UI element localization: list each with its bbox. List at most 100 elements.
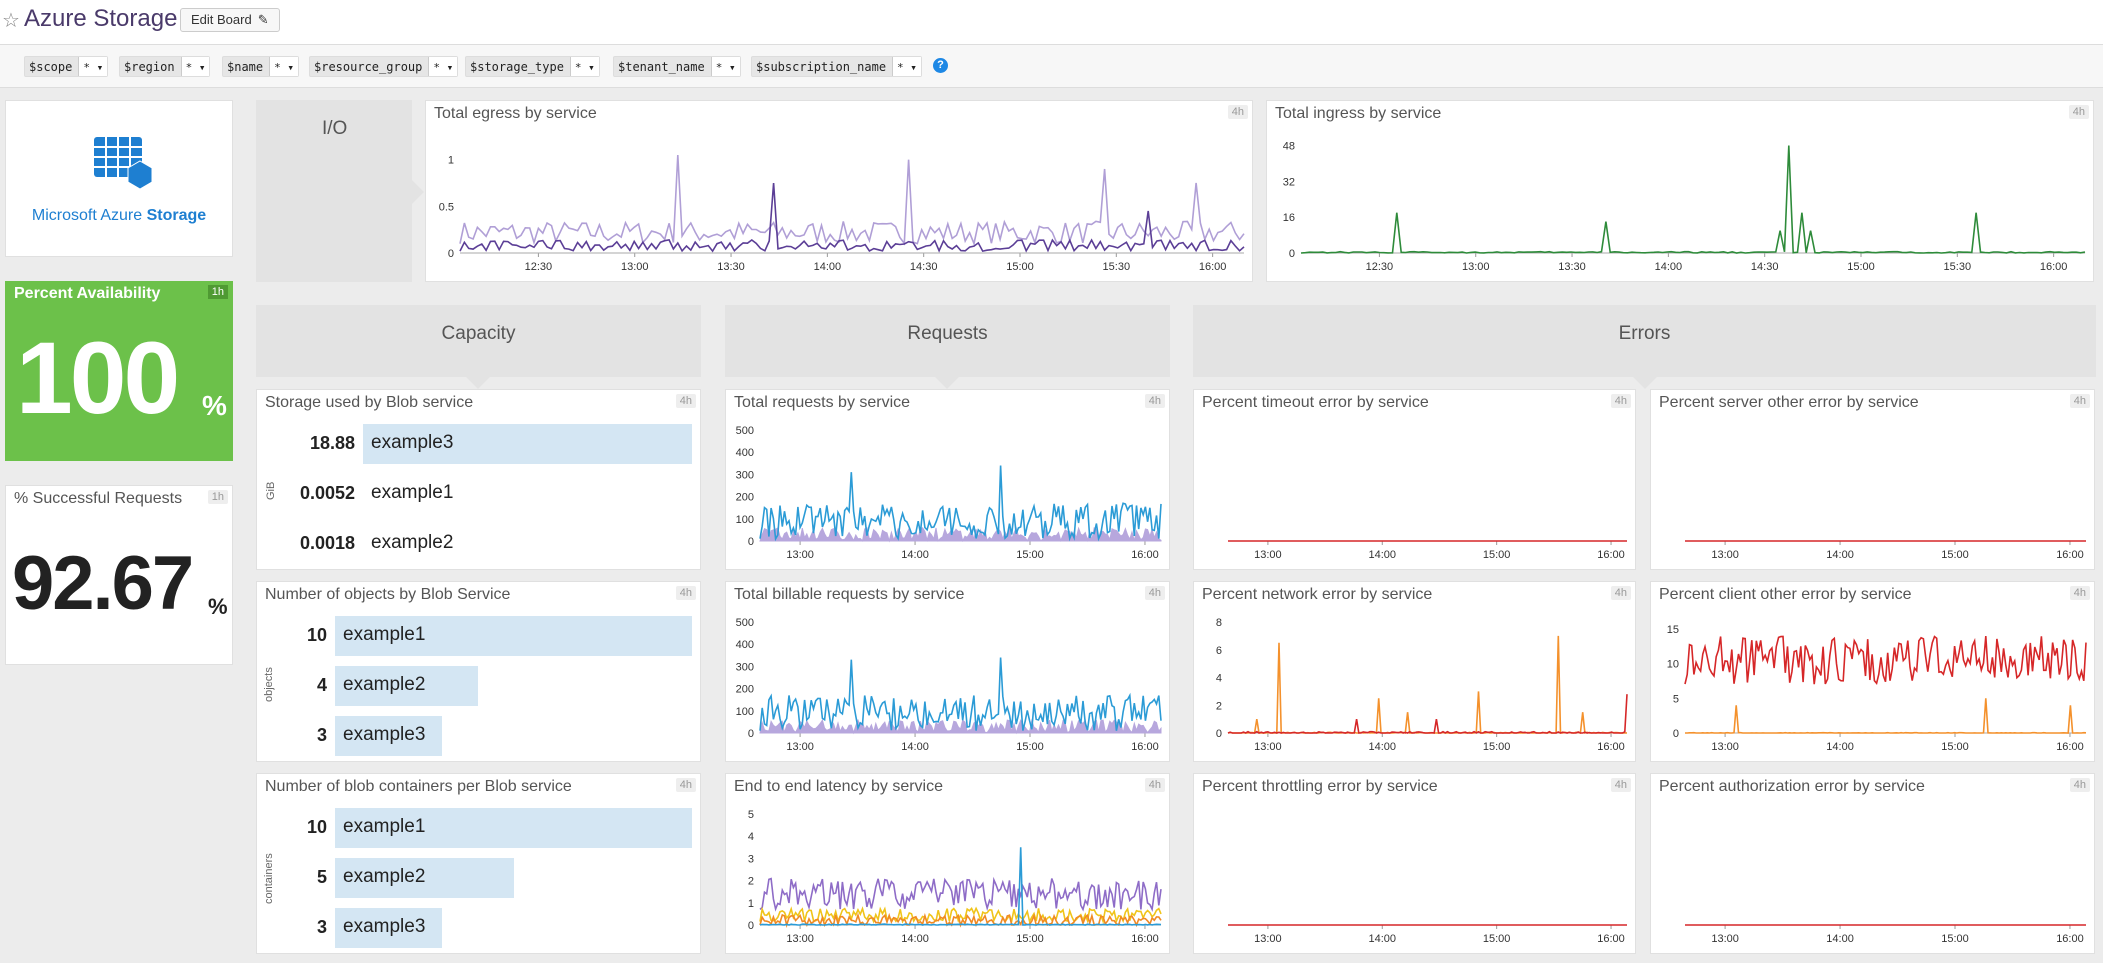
var-scope[interactable]: $scope * ▾ <box>24 56 109 77</box>
x-tick-label: 16:00 <box>1597 741 1625 753</box>
toplist-row[interactable]: 10 example1 <box>257 616 700 656</box>
success-value: 92.67 <box>12 541 194 626</box>
toplist-value: 0.0018 <box>299 533 355 553</box>
billable-requests-chart[interactable]: 0 100 200 300 400 500 13:00 14:00 15:00 16:00 <box>726 608 1169 761</box>
toplist-row[interactable]: 0.0018 example2 <box>257 524 700 564</box>
y-tick-label: 2 <box>1216 700 1222 712</box>
x-tick-label: 15:30 <box>1103 261 1131 273</box>
var-resource-group[interactable]: $resource_group * ▾ <box>309 56 459 77</box>
var-select[interactable]: * ▾ <box>269 57 298 76</box>
x-tick-label: 13:00 <box>1711 933 1739 945</box>
toplist-row[interactable]: 3 example3 <box>257 908 700 948</box>
throttling-error-chart[interactable]: 13:00 14:00 15:00 16:00 <box>1194 800 1635 953</box>
x-tick-label: 13:00 <box>1462 261 1490 273</box>
series-line <box>459 154 1245 247</box>
var-select[interactable]: * ▾ <box>428 57 458 76</box>
availability-unit: % <box>202 390 227 421</box>
var-select[interactable]: * ▾ <box>892 57 921 76</box>
y-tick-label: 48 <box>1283 140 1295 152</box>
toplist-name: example2 <box>371 532 454 553</box>
toplist-name: example2 <box>343 866 426 887</box>
series-line <box>1684 635 2087 686</box>
var-select[interactable]: * ▾ <box>569 57 599 76</box>
y-tick-label: 16 <box>1283 212 1295 224</box>
server-other-error-chart[interactable]: 13:00 14:00 15:00 16:00 <box>1651 416 2094 569</box>
toplist-row[interactable]: 5 example2 <box>257 858 700 898</box>
egress-chart[interactable]: 0 0.5 1 12:30 13:00 13:30 14:00 14:30 15:00 15:30… <box>426 127 1252 281</box>
series-line <box>759 847 1162 926</box>
x-tick-label: 15:00 <box>1483 741 1511 753</box>
widget-title: Total requests by service <box>734 394 911 411</box>
edit-board-button[interactable]: Edit Board ✎ <box>180 8 280 32</box>
time-badge: 4h <box>2069 778 2090 792</box>
timeout-error-chart[interactable]: 13:00 14:00 15:00 16:00 <box>1194 416 1635 569</box>
var-select[interactable]: * ▾ <box>78 57 108 76</box>
y-tick-label: 0 <box>448 248 454 260</box>
network-error-chart[interactable]: 0 2 4 6 8 13:00 14:00 15:00 16:00 <box>1194 608 1635 761</box>
x-tick-label: 16:00 <box>2056 549 2084 561</box>
series-line <box>759 876 1162 913</box>
y-tick-label: 4 <box>748 831 754 843</box>
widget-title: Percent throttling error by service <box>1202 778 1438 795</box>
total-requests-widget: Total requests by service 4h 0 100 200 300 4… <box>725 389 1170 570</box>
var-select[interactable]: * ▾ <box>710 57 740 76</box>
x-tick-label: 14:00 <box>1655 261 1683 273</box>
client-other-error-widget: Percent client other error by service 4h… <box>1650 581 2095 762</box>
x-tick-label: 13:00 <box>1254 741 1282 753</box>
total-requests-chart[interactable]: 0 100 200 300 400 500 13:00 14:00 15:00 16:00 <box>726 416 1169 569</box>
help-icon[interactable]: ? <box>933 58 948 73</box>
var-value: * <box>574 61 582 74</box>
series-line <box>459 182 1245 253</box>
toplist-row[interactable]: 3 example3 <box>257 716 700 756</box>
y-tick-label: 400 <box>736 639 754 651</box>
authorization-error-chart[interactable]: 13:00 14:00 15:00 16:00 <box>1651 800 2094 953</box>
time-badge: 4h <box>1610 394 1631 408</box>
toplist-value: 18.88 <box>309 433 355 453</box>
toplist-row[interactable]: 0.0052 example1 <box>257 474 700 514</box>
x-tick-label: 13:00 <box>1254 933 1282 945</box>
network-error-widget: Percent network error by service 4h 0 2 4 6… <box>1193 581 1636 762</box>
toplist-bar <box>335 716 442 756</box>
requests-group-header: Requests <box>725 305 1170 389</box>
success-unit: % <box>208 594 228 619</box>
y-tick-label: 200 <box>736 492 754 504</box>
x-tick-label: 16:00 <box>1199 261 1227 273</box>
var-label: $subscription_name <box>756 60 887 74</box>
latency-widget: End to end latency by service 4h 0 1 2 3 4 5 1… <box>725 773 1170 954</box>
var-name[interactable]: $name * ▾ <box>222 56 299 77</box>
var-tenant-name[interactable]: $tenant_name * ▾ <box>613 56 741 77</box>
var-region[interactable]: $region * ▾ <box>119 56 211 77</box>
toplist-row[interactable]: 18.88 example3 <box>257 424 700 464</box>
toplist-row[interactable]: 4 example2 <box>257 666 700 706</box>
var-subscription-name[interactable]: $subscription_name * ▾ <box>751 56 922 77</box>
widget-title: Percent network error by service <box>1202 586 1433 603</box>
toplist-value: 3 <box>316 917 327 937</box>
var-storage-type[interactable]: $storage_type * ▾ <box>465 56 600 77</box>
authorization-error-widget: Percent authorization error by service 4… <box>1650 773 2095 954</box>
x-tick-label: 15:00 <box>1941 933 1969 945</box>
y-tick-label: 15 <box>1667 624 1679 636</box>
x-tick-label: 14:30 <box>910 261 938 273</box>
x-tick-label: 13:00 <box>1254 549 1282 561</box>
ingress-chart[interactable]: 0 16 32 48 12:30 13:00 13:30 14:00 14:30 15:00 15:… <box>1267 127 2093 281</box>
x-tick-label: 13:00 <box>786 933 814 945</box>
x-tick-label: 13:00 <box>786 549 814 561</box>
time-badge: 4h <box>2069 586 2090 600</box>
x-tick-label: 14:00 <box>814 261 842 273</box>
top-bar: ☆ Azure Storage Edit Board ✎ <box>0 0 2103 45</box>
client-other-error-chart[interactable]: 0 5 10 15 13:00 14:00 15:00 16:00 <box>1651 608 2094 761</box>
star-icon[interactable]: ☆ <box>2 10 20 32</box>
series-line <box>1300 145 2086 254</box>
x-tick-label: 15:00 <box>1483 933 1511 945</box>
latency-chart[interactable]: 0 1 2 3 4 5 13:00 14:00 15:00 16:00 <box>726 800 1169 953</box>
var-select[interactable]: * ▾ <box>180 57 210 76</box>
time-badge: 4h <box>2068 105 2089 119</box>
billable-requests-widget: Total billable requests by service 4h 0 1… <box>725 581 1170 762</box>
x-tick-label: 13:30 <box>717 261 745 273</box>
y-tick-label: 5 <box>1673 693 1679 705</box>
toplist-row[interactable]: 10 example1 <box>257 808 700 848</box>
widget-title: Total billable requests by service <box>734 586 965 603</box>
series-line <box>1685 698 2087 734</box>
x-tick-label: 16:00 <box>1597 933 1625 945</box>
toplist-value: 3 <box>316 725 327 745</box>
